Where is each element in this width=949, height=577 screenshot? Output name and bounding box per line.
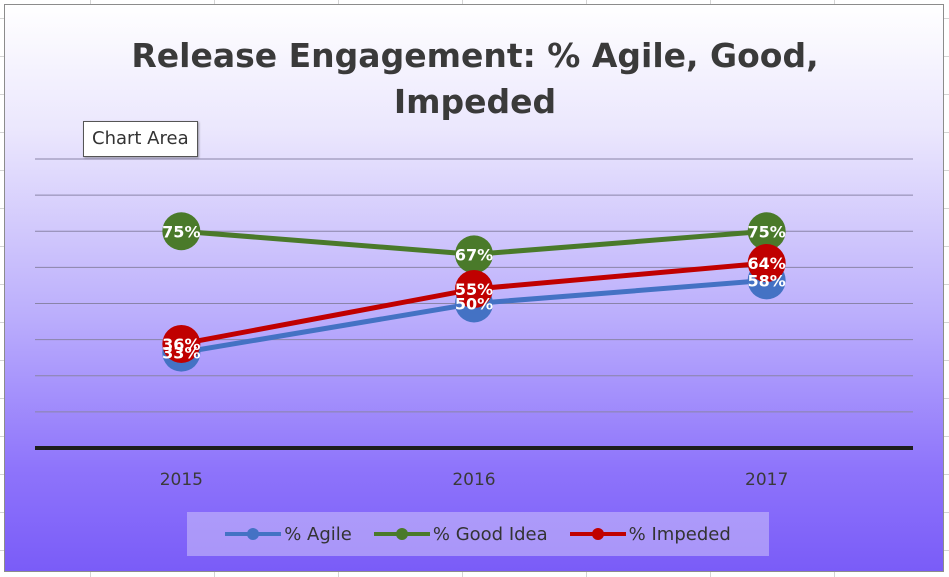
data-label: 67% <box>455 245 493 264</box>
x-tick-label: 2017 <box>745 470 788 490</box>
legend-label-agile: % Agile <box>284 523 352 545</box>
chart-area-tooltip: Chart Area <box>83 121 198 157</box>
legend-item-impeded[interactable]: % Impeded <box>569 523 731 545</box>
data-label: 75% <box>748 222 786 241</box>
legend-swatch-impeded <box>569 527 626 541</box>
legend[interactable]: % Agile % Good Idea % Impeded <box>187 512 769 556</box>
x-tick-label: 2015 <box>160 470 203 490</box>
chart-title-line-1: Release Engagement: % Agile, Good, <box>131 36 818 75</box>
legend-item-good-idea[interactable]: % Good Idea <box>373 523 548 545</box>
data-point[interactable] <box>455 270 493 309</box>
legend-swatch-good-idea <box>373 527 430 541</box>
legend-swatch-agile <box>225 527 282 541</box>
legend-item-agile[interactable]: % Agile <box>225 524 352 545</box>
data-label: 64% <box>748 254 786 273</box>
data-point[interactable] <box>162 212 201 251</box>
data-label: 50% <box>455 295 493 314</box>
data-label: 36% <box>162 335 200 354</box>
data-label: 55% <box>455 280 493 299</box>
x-tick-label: 2016 <box>452 470 495 490</box>
data-label: 58% <box>748 271 786 290</box>
chart-plot: Release Engagement: % Agile, Good, Imped… <box>35 36 913 490</box>
legend-label-good-idea: % Good Idea <box>432 523 548 545</box>
legend-label-impeded: % Impeded <box>628 523 731 545</box>
data-point[interactable] <box>747 212 786 251</box>
data-point[interactable] <box>162 324 201 363</box>
chart-area[interactable]: Release Engagement: % Agile, Good, Imped… <box>4 4 944 572</box>
data-point[interactable] <box>747 244 786 283</box>
data-label: 33% <box>162 344 200 363</box>
chart-title-line-2: Impeded <box>394 82 556 121</box>
data-point[interactable] <box>455 235 493 274</box>
data-label: 75% <box>162 222 200 241</box>
